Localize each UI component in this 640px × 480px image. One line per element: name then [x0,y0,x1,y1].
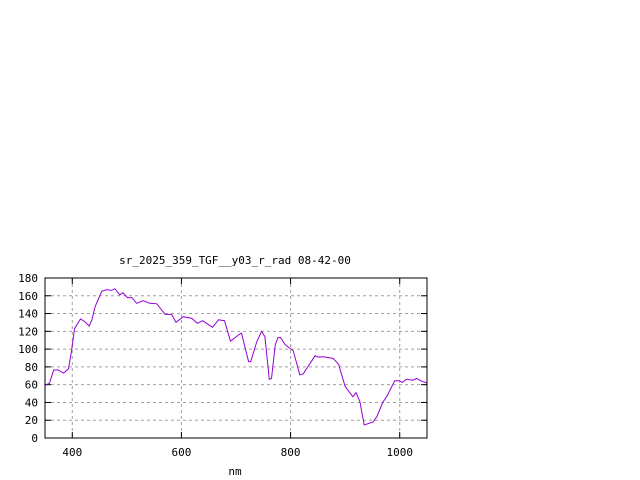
y-tick-label: 80 [25,361,38,374]
y-tick-label: 180 [18,272,38,285]
series-line [45,288,427,426]
x-tick-label: 1000 [386,446,413,459]
y-tick-label: 160 [18,290,38,303]
y-tick-label: 20 [25,414,38,427]
y-tick-label: 40 [25,396,38,409]
chart-title: sr_2025_359_TGF__y03_r_rad 08-42-00 [119,254,351,267]
x-tick-label: 400 [62,446,82,459]
y-tick-label: 140 [18,308,38,321]
y-tick-label: 60 [25,379,38,392]
y-tick-label: 100 [18,343,38,356]
y-tick-label: 120 [18,325,38,338]
plot-border [44,277,428,439]
axis-ticks: 0 20 40 60 80 100 120 140 160 180 400 600 800 1000 [18,272,427,459]
x-axis-label: nm [228,465,242,478]
x-tick-label: 800 [281,446,301,459]
grid-lines [45,278,427,438]
x-tick-label: 600 [171,446,191,459]
y-tick-label: 0 [31,432,38,445]
